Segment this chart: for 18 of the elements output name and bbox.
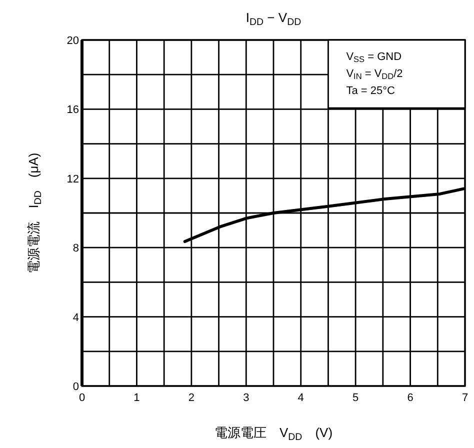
x-tick-label: 3 [243, 392, 250, 404]
y-tick-label: 16 [66, 104, 79, 116]
x-tick-label: 1 [134, 392, 140, 404]
annotation: Ta = 25°C [346, 85, 395, 97]
annotation: V$_{SS}$ = GND [346, 51, 402, 64]
y-tick-label: 0 [72, 381, 79, 393]
text: 電源電圧 V$_{DD}$ (V) [214, 425, 333, 442]
x-tick-label: 4 [298, 392, 304, 404]
x-tick-label: 2 [188, 392, 194, 404]
x-tick-label: 6 [407, 392, 414, 404]
y-tick-label: 8 [72, 242, 79, 255]
chart-title: I$_{DD}$ − V$_{DD}$ [246, 10, 302, 28]
y-tick-label: 12 [66, 173, 79, 186]
x-tick-label: 5 [352, 392, 359, 404]
annotation: V$_{IN}$ = V$_{DD}$/2 [346, 68, 403, 81]
x-tick-label: 7 [462, 392, 468, 404]
y-tick-label: 20 [66, 35, 79, 47]
y-tick-label: 4 [72, 312, 79, 324]
